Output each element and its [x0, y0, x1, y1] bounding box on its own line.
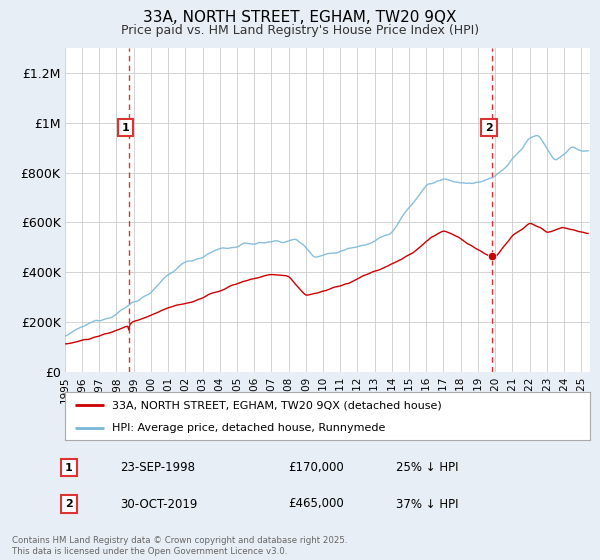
- Text: 23-SEP-1998: 23-SEP-1998: [120, 461, 195, 474]
- Text: Contains HM Land Registry data © Crown copyright and database right 2025.
This d: Contains HM Land Registry data © Crown c…: [12, 536, 347, 556]
- Text: 33A, NORTH STREET, EGHAM, TW20 9QX (detached house): 33A, NORTH STREET, EGHAM, TW20 9QX (deta…: [112, 400, 442, 410]
- Text: 2: 2: [65, 499, 73, 509]
- Text: 2: 2: [485, 123, 493, 133]
- Text: 1: 1: [65, 463, 73, 473]
- Text: HPI: Average price, detached house, Runnymede: HPI: Average price, detached house, Runn…: [112, 423, 385, 433]
- Text: 1: 1: [122, 123, 130, 133]
- Text: 25% ↓ HPI: 25% ↓ HPI: [396, 461, 458, 474]
- Text: £465,000: £465,000: [288, 497, 344, 511]
- Text: 30-OCT-2019: 30-OCT-2019: [120, 497, 197, 511]
- Text: 33A, NORTH STREET, EGHAM, TW20 9QX: 33A, NORTH STREET, EGHAM, TW20 9QX: [143, 10, 457, 25]
- Text: 37% ↓ HPI: 37% ↓ HPI: [396, 497, 458, 511]
- Text: Price paid vs. HM Land Registry's House Price Index (HPI): Price paid vs. HM Land Registry's House …: [121, 24, 479, 36]
- Text: £170,000: £170,000: [288, 461, 344, 474]
